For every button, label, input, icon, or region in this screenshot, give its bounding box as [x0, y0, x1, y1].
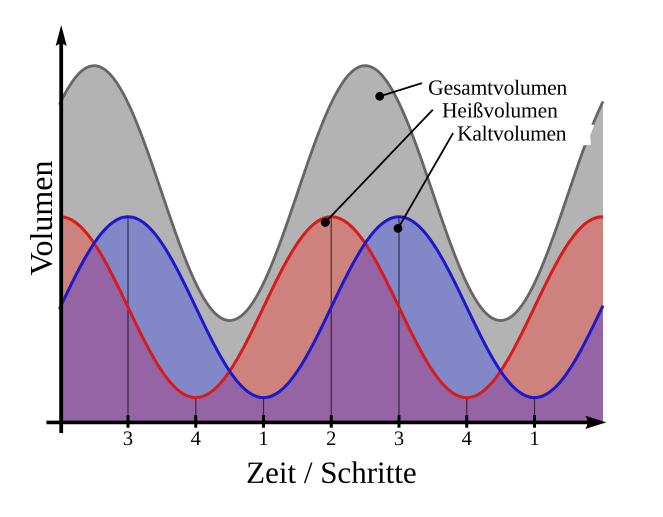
svg-text:2: 2 — [326, 428, 336, 450]
svg-text:4: 4 — [191, 428, 201, 450]
svg-text:1: 1 — [258, 428, 268, 450]
svg-text:Heißvolumen: Heißvolumen — [442, 98, 558, 122]
svg-text:Volumen: Volumen — [23, 161, 59, 276]
svg-text:Kaltvolumen: Kaltvolumen — [457, 122, 567, 146]
svg-text:3: 3 — [394, 428, 404, 450]
svg-text:3: 3 — [123, 428, 133, 450]
svg-text:4: 4 — [462, 428, 472, 450]
svg-text:1: 1 — [529, 428, 539, 450]
svg-text:Gesamtvolumen: Gesamtvolumen — [428, 76, 567, 100]
svg-text:Zeit / Schritte: Zeit / Schritte — [246, 455, 416, 490]
